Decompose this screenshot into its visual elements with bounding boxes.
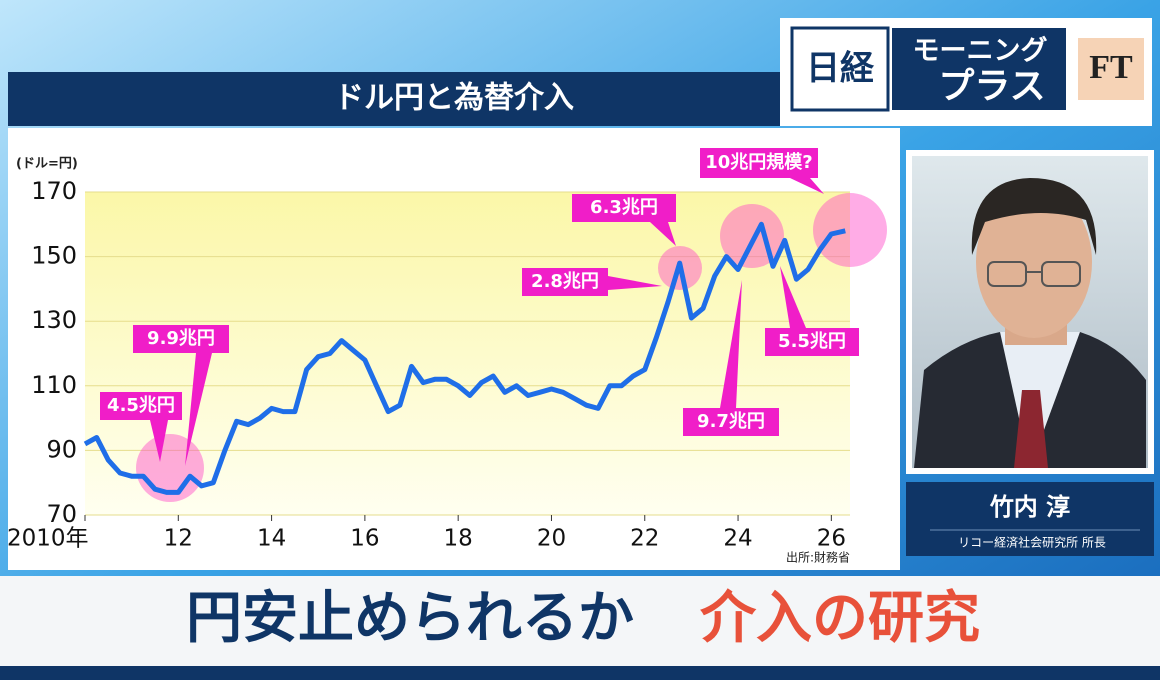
callout-label: 5.5兆円 [778, 331, 846, 352]
callout-box [572, 194, 676, 222]
price-line [83, 221, 846, 495]
logo-ft: FT [1089, 49, 1133, 86]
guest-affiliation: リコー経済社会研究所 所長 [958, 535, 1106, 550]
callout-pointer [780, 266, 806, 328]
caption-strip [0, 666, 1160, 680]
callout-box [522, 268, 608, 296]
y-tick-label: 110 [31, 371, 77, 399]
logo-ft-box [1078, 38, 1144, 100]
callout-box [683, 408, 779, 436]
y-tick-label: 170 [31, 177, 77, 205]
caption-bar [0, 576, 1160, 666]
guest-glasses [987, 261, 1081, 287]
logo-line1: モーニング [913, 35, 1048, 67]
header-bar [8, 72, 900, 126]
callout-label: 6.3兆円 [590, 197, 658, 218]
callout-pointer [150, 420, 168, 462]
x-tick-label: 2010年 [7, 526, 89, 552]
logo-nikkei: 日経 [806, 49, 875, 89]
nameplate [906, 482, 1154, 556]
logo-program-box [892, 28, 1066, 110]
y-tick-label: 70 [46, 500, 77, 528]
plot-area [85, 192, 850, 515]
guest-face [976, 186, 1092, 338]
callout-box [765, 328, 859, 356]
x-tick-label: 24 [723, 526, 752, 552]
callout-pointer [790, 178, 824, 194]
callout-label: 4.5兆円 [107, 395, 175, 416]
logo-nikkei-box [790, 26, 890, 112]
x-tick-label: 20 [537, 526, 566, 552]
x-tick-label: 18 [444, 526, 473, 552]
chart: 70 90 110 130 150 170 2010年 12 14 16 18 20 22 24 26 4.5… [7, 148, 887, 552]
callout-pointer [185, 353, 212, 466]
callout-box [700, 148, 818, 178]
callout-label: 9.9兆円 [147, 328, 215, 349]
callout-box [133, 325, 229, 353]
guest-name: 竹内 淳 [989, 493, 1070, 521]
callout-label: 10兆円規模? [705, 151, 813, 173]
x-tick-label: 22 [630, 526, 659, 552]
logo-line2: プラス [938, 66, 1045, 107]
callout-box [100, 392, 182, 420]
x-tick-label: 12 [164, 526, 193, 552]
callout-label: 2.8兆円 [531, 271, 599, 292]
callout-label: 9.7兆円 [697, 411, 765, 432]
x-tick-label: 26 [817, 526, 846, 552]
x-tick-label: 16 [350, 526, 379, 552]
caption-main: 円安止められるか [186, 586, 634, 651]
callout-pointer [608, 276, 662, 290]
callout-pointer [720, 280, 742, 408]
callout-pointer [650, 222, 676, 246]
intervention-highlight [813, 193, 887, 267]
y-tick-label: 130 [31, 306, 77, 334]
y-tick-label: 90 [46, 435, 77, 463]
source: 出所:財務省 [786, 550, 850, 565]
x-tick-label: 14 [257, 526, 286, 552]
guest-hair [971, 178, 1097, 255]
caption-highlight: 介入の研究 [700, 586, 980, 651]
guest-tie [1014, 390, 1048, 468]
header-title: ドル円と為替介入 [334, 81, 574, 116]
y-tick-label: 150 [31, 242, 77, 270]
unit-label: (ドル=円) [16, 157, 78, 172]
